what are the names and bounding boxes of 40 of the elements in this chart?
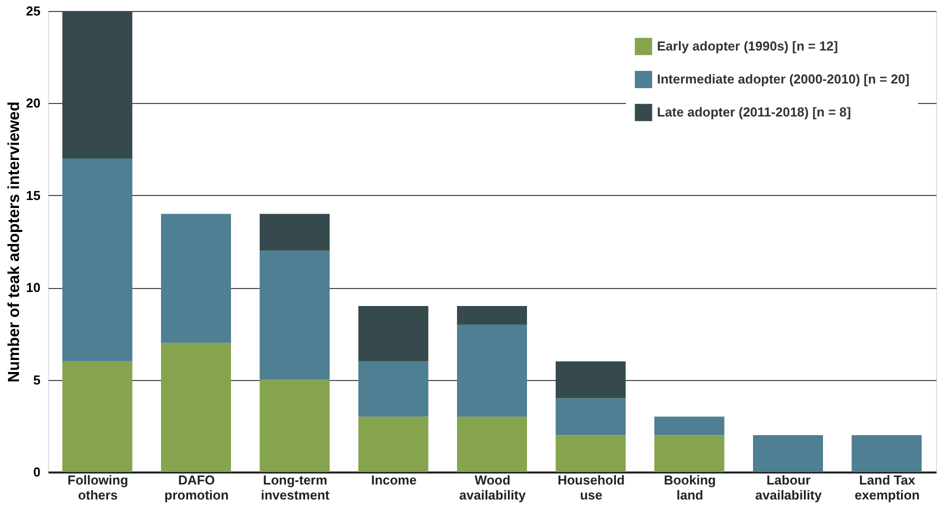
y-tick-label: 0 (33, 464, 40, 480)
x-tick-label: Land Tax exemption (854, 472, 920, 502)
bar (654, 416, 724, 436)
legend-label: Intermediate adopter (2000-2010) [n = 20] (657, 72, 910, 86)
bar (556, 361, 626, 398)
bar (556, 435, 626, 472)
x-tick-label: Long-term investment (260, 472, 330, 502)
bar (358, 416, 428, 472)
x-tick-label: Labour availability (755, 472, 823, 502)
bar (62, 361, 132, 472)
bar (457, 416, 527, 472)
bar (62, 158, 132, 362)
bar (161, 342, 231, 472)
x-tick-label: Income (371, 472, 417, 488)
y-tick-label: 20 (26, 96, 40, 111)
x-tick-label: Household use (558, 472, 625, 502)
bar (161, 214, 231, 343)
bar (457, 324, 527, 417)
bar (358, 361, 428, 417)
y-axis-title: Number of teak adopters interviewed (6, 102, 24, 382)
bar (260, 250, 330, 380)
x-tick-label: Booking land (664, 472, 716, 502)
bar (556, 398, 626, 436)
legend-label: Late adopter (2011-2018) [n = 8] (657, 104, 851, 120)
legend-label: Early adopter (1990s) [n = 12] (657, 38, 838, 54)
x-tick-label: Wood availability (459, 472, 527, 502)
bar (260, 380, 330, 472)
bar (852, 435, 922, 472)
y-tick-label: 5 (33, 372, 40, 388)
x-tick-label: Following others (68, 472, 128, 502)
bar (457, 306, 527, 324)
x-tick-label: DAFO promotion (164, 472, 229, 502)
y-tick-label: 25 (26, 4, 40, 18)
bar (654, 435, 724, 472)
y-tick-label: 10 (26, 280, 40, 296)
y-tick-label: 15 (26, 188, 40, 203)
bar (358, 306, 428, 362)
bar (260, 214, 330, 251)
bar (62, 11, 132, 159)
bar (753, 435, 823, 472)
